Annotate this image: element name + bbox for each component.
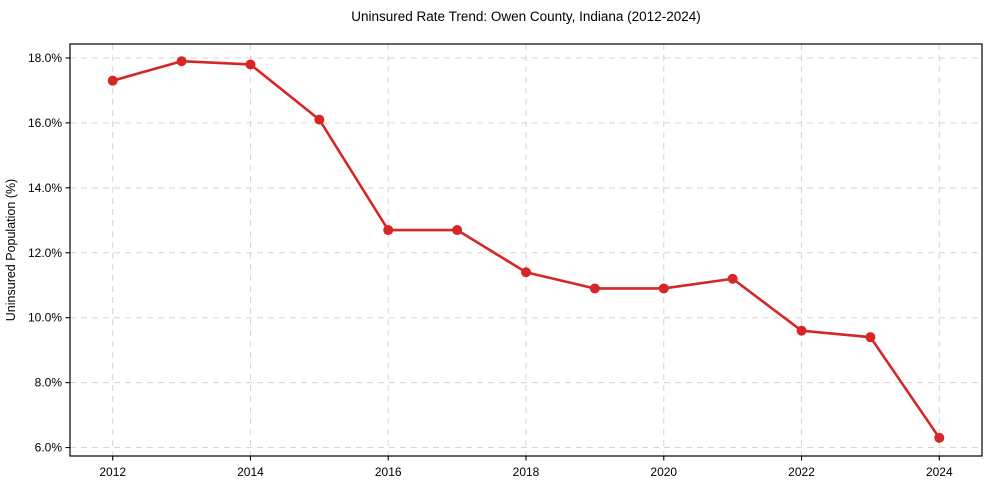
data-point-marker [865, 332, 876, 343]
y-tick-label: 12.0% [28, 246, 62, 260]
data-point-marker [176, 56, 187, 67]
y-tick-label: 18.0% [28, 51, 62, 65]
data-point-marker [727, 273, 738, 284]
data-point-marker [796, 325, 807, 336]
x-tick-label: 2024 [926, 465, 953, 479]
data-point-marker [245, 59, 256, 70]
plot-area [70, 44, 982, 456]
y-tick-label: 10.0% [28, 311, 62, 325]
x-tick-label: 2016 [375, 465, 402, 479]
y-tick-label: 8.0% [35, 376, 63, 390]
chart-title: Uninsured Rate Trend: Owen County, India… [351, 9, 700, 24]
data-point-marker [452, 225, 463, 236]
y-tick-label: 16.0% [28, 116, 62, 130]
data-point-marker [934, 432, 945, 443]
x-tick-label: 2020 [650, 465, 677, 479]
y-tick-label: 6.0% [35, 441, 63, 455]
x-tick-label: 2022 [788, 465, 815, 479]
data-point-marker [521, 267, 531, 278]
data-point-marker [383, 225, 394, 236]
data-point-marker [314, 114, 325, 125]
x-tick-label: 2012 [99, 465, 126, 479]
x-tick-label: 2018 [513, 465, 540, 479]
data-point-marker [107, 75, 118, 86]
x-tick-label: 2014 [237, 465, 264, 479]
y-tick-label: 14.0% [28, 181, 62, 195]
y-axis-title: Uninsured Population (%) [4, 179, 18, 321]
data-point-marker [589, 283, 600, 294]
data-point-marker [658, 283, 669, 294]
